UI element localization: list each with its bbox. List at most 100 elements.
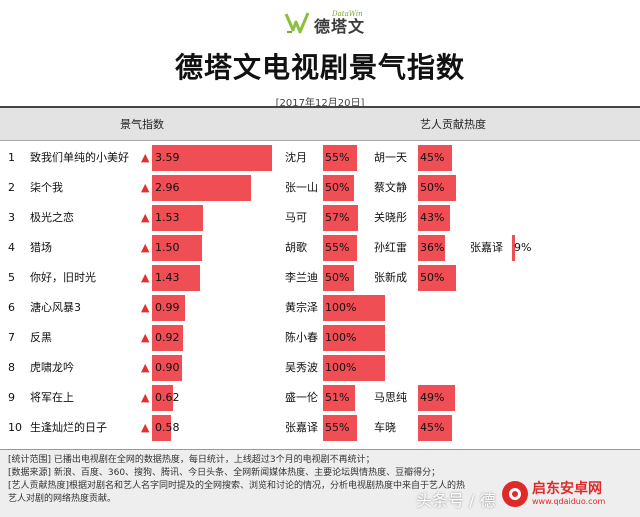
artist-name: 张嘉译 (470, 241, 503, 254)
rank-number: 9 (8, 391, 15, 404)
artist-name: 黄宗泽 (285, 301, 318, 314)
artist-share-value: 55% (325, 151, 350, 164)
table-row: 1 致我们单纯的小美好 ▲ 3.59 沈月 55% 胡一天 45% (0, 143, 640, 173)
artist-share-value: 9% (514, 241, 532, 254)
artist-share-value: 100% (325, 331, 357, 344)
artist-name: 胡歌 (285, 241, 307, 254)
trend-up-icon: ▲ (141, 421, 150, 434)
table-row: 5 你好，旧时光 ▲ 1.43 李兰迪 50% 张新成 50% (0, 263, 640, 293)
artist-share-bar (418, 175, 456, 201)
rank-number: 7 (8, 331, 15, 344)
trend-up-icon: ▲ (141, 211, 150, 224)
table-row: 8 虎啸龙吟 ▲ 0.90 吴秀波 100% (0, 353, 640, 383)
drama-name: 极光之恋 (30, 211, 74, 224)
trend-up-icon: ▲ (141, 331, 150, 344)
trend-up-icon: ▲ (141, 361, 150, 374)
artist-name: 沈月 (285, 151, 307, 164)
rank-number: 8 (8, 361, 15, 374)
artist-share-bar (323, 235, 358, 261)
index-bar (152, 205, 204, 231)
artist-share-value: 36% (420, 241, 445, 254)
footer-note-scope: [统计范围] 已播出电视剧在全网的数据热度，每日统计，上线超过3个月的电视剧不再… (8, 455, 375, 465)
drama-name: 你好，旧时光 (30, 271, 96, 284)
artist-share-bar (418, 235, 445, 261)
artist-share-value: 55% (325, 241, 350, 254)
artist-share-value: 45% (420, 421, 445, 434)
watermark-toutiao: 头条号 / 德 (416, 491, 496, 510)
watermark-logo-icon (502, 481, 528, 507)
rank-number: 6 (8, 301, 15, 314)
artist-share-value: 51% (325, 391, 350, 404)
trend-up-icon: ▲ (141, 241, 150, 254)
artist-share-value: 45% (420, 151, 445, 164)
index-bar (152, 145, 272, 171)
artist-share-value: 50% (420, 181, 445, 194)
table-row: 9 将军在上 ▲ 0.62 盛一伦 51% 马思纯 49% (0, 383, 640, 413)
table-row: 4 猎场 ▲ 1.50 胡歌 55% 孙红雷 36% 张嘉译 9% (0, 233, 640, 263)
index-value: 1.53 (155, 211, 180, 224)
rank-number: 3 (8, 211, 15, 224)
artist-share-value: 50% (325, 271, 350, 284)
index-bar (152, 355, 183, 381)
table-row: 2 柒个我 ▲ 2.96 张一山 50% 蔡文静 50% (0, 173, 640, 203)
artist-name: 张一山 (285, 181, 318, 194)
index-bar (152, 385, 173, 411)
index-value: 0.99 (155, 301, 180, 314)
artist-share-bar (323, 325, 385, 351)
index-bar (152, 265, 200, 291)
artist-share-bar (323, 415, 358, 441)
index-value: 0.58 (155, 421, 180, 434)
artist-share-bar (323, 265, 354, 291)
footer-notes (0, 450, 640, 517)
logo-english: DataWin (332, 10, 363, 18)
artist-share-bar (323, 355, 385, 381)
header-contrib: 艺人贡献热度 (420, 118, 486, 131)
report-date: [2017年12月20日] (275, 98, 365, 109)
index-bar (152, 415, 172, 441)
artist-share-value: 49% (420, 391, 445, 404)
table-row: 7 反黑 ▲ 0.92 陈小春 100% (0, 323, 640, 353)
table-row: 3 极光之恋 ▲ 1.53 马可 57% 关晓彤 43% (0, 203, 640, 233)
watermark-site-name: 启东安卓网 (532, 481, 602, 497)
index-value: 0.92 (155, 331, 180, 344)
index-bar (152, 235, 203, 261)
trend-up-icon: ▲ (141, 271, 150, 284)
artist-share-value: 100% (325, 301, 357, 314)
page-title: 德塔文电视剧景气指数 (174, 51, 465, 84)
trend-up-icon: ▲ (141, 391, 150, 404)
index-value: 0.62 (155, 391, 180, 404)
trend-up-icon: ▲ (141, 181, 150, 194)
artist-share-value: 50% (325, 181, 350, 194)
artist-share-value: 55% (325, 421, 350, 434)
drama-name: 致我们单纯的小美好 (30, 151, 129, 164)
logo-chinese: 德塔文 (314, 17, 366, 36)
logo-mark-icon (284, 10, 310, 36)
artist-share-bar (323, 295, 385, 321)
artist-share-bar (323, 145, 358, 171)
artist-share-bar (512, 235, 516, 261)
artist-share-value: 50% (420, 271, 445, 284)
drama-name: 溏心风暴3 (30, 301, 81, 314)
index-value: 2.96 (155, 181, 180, 194)
artist-name: 车晓 (374, 421, 396, 434)
artist-share-bar (418, 145, 452, 171)
artist-share-bar (418, 265, 456, 291)
artist-name: 马思纯 (374, 391, 407, 404)
artist-name: 张嘉译 (285, 421, 318, 434)
artist-share-bar (418, 415, 452, 441)
artist-name: 盛一伦 (285, 391, 318, 404)
artist-share-value: 43% (420, 211, 445, 224)
artist-name: 李兰迪 (285, 271, 318, 284)
drama-name: 柒个我 (30, 181, 63, 194)
footer-note-contrib-cont: 艺人对剧的网络热度贡献。 (8, 494, 117, 504)
header-bottom-rule (0, 140, 640, 141)
footer-note-contrib: [艺人贡献热度]根据对剧名和艺人名字同时提及的全网搜索、浏览和讨论的情况，分析电… (8, 481, 466, 491)
artist-share-value: 57% (325, 211, 350, 224)
artist-share-bar (418, 205, 451, 231)
table-row: 10 生逢灿烂的日子 ▲ 0.58 张嘉译 55% 车晓 45% (0, 413, 640, 443)
rank-number: 5 (8, 271, 15, 284)
artist-share-bar (323, 175, 354, 201)
trend-up-icon: ▲ (141, 301, 150, 314)
header-band (0, 108, 640, 140)
footer-note-source: [数据来源] 新浪、百度、360、搜狗、腾讯、今日头条、全网新闻媒体热度、主要论… (8, 468, 441, 478)
